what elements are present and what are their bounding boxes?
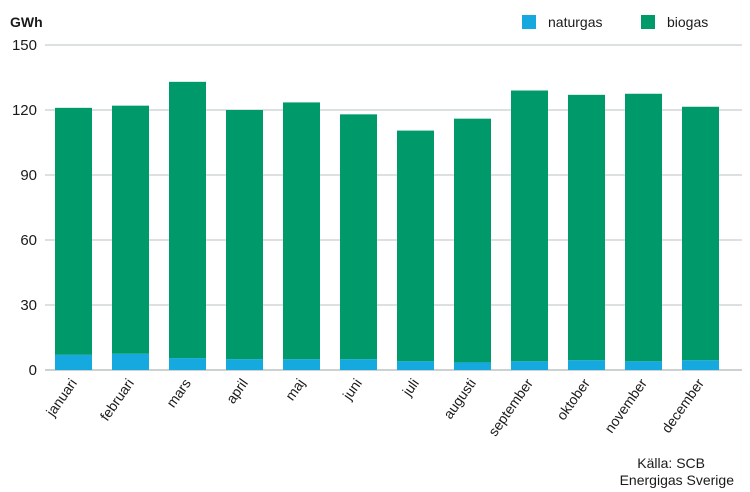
bar-naturgas-september — [511, 361, 548, 370]
bar-biogas-november — [625, 93, 662, 362]
x-tick-label-augusti: augusti — [440, 376, 479, 422]
legend-item-biogas: biogas — [641, 14, 708, 30]
x-tick-label-december: december — [658, 375, 707, 435]
bar-biogas-april — [226, 110, 263, 360]
x-tick-label-oktober: oktober — [553, 375, 593, 423]
bar-naturgas-augusti — [454, 362, 491, 370]
legend-label-naturgas: naturgas — [548, 14, 603, 30]
bar-biogas-september — [511, 90, 548, 362]
legend-swatch-naturgas — [522, 15, 536, 29]
bar-biogas-augusti — [454, 118, 491, 363]
source-line-1: Källa: SCB — [637, 455, 705, 471]
source-line-2: Energigas Sverige — [619, 472, 734, 488]
x-tick-label-januari: januari — [42, 376, 80, 420]
bar-naturgas-februari — [112, 353, 149, 370]
bar-naturgas-april — [226, 359, 263, 370]
x-tick-label-november: november — [601, 375, 650, 435]
y-tick-label-0: 0 — [29, 362, 37, 379]
y-tick-label-150: 150 — [12, 37, 37, 54]
bar-biogas-december — [682, 106, 719, 361]
x-tick-label-februari: februari — [97, 376, 137, 424]
bar-biogas-maj — [283, 102, 320, 360]
bar-naturgas-november — [625, 361, 662, 370]
legend-item-naturgas: naturgas — [522, 14, 602, 30]
x-tick-label-juli: juli — [398, 376, 422, 400]
y-axis-unit-label: GWh — [10, 14, 43, 30]
legend-label-biogas: biogas — [667, 14, 709, 30]
bar-naturgas-december — [682, 360, 719, 370]
bar-biogas-mars — [169, 81, 206, 359]
legend-swatch-biogas — [641, 15, 655, 29]
bar-biogas-juni — [340, 114, 377, 360]
x-tick-label-april: april — [223, 376, 251, 407]
x-tick-label-mars: mars — [163, 376, 194, 411]
x-tick-label-maj: maj — [282, 376, 308, 404]
bar-biogas-februari — [112, 105, 149, 354]
bar-naturgas-maj — [283, 359, 320, 370]
bar-biogas-juli — [397, 130, 434, 362]
bar-naturgas-juli — [397, 361, 434, 370]
bar-naturgas-oktober — [568, 360, 605, 370]
y-tick-label-30: 30 — [20, 297, 37, 314]
bar-naturgas-juni — [340, 359, 377, 370]
y-tick-label-60: 60 — [20, 232, 37, 249]
bar-biogas-oktober — [568, 94, 605, 361]
y-tick-label-120: 120 — [12, 102, 37, 119]
y-tick-label-90: 90 — [20, 167, 37, 184]
bar-naturgas-januari — [55, 354, 92, 370]
x-tick-label-juni: juni — [339, 376, 365, 404]
x-tick-label-september: september — [485, 375, 536, 439]
bar-biogas-januari — [55, 107, 92, 355]
bar-naturgas-mars — [169, 358, 206, 370]
